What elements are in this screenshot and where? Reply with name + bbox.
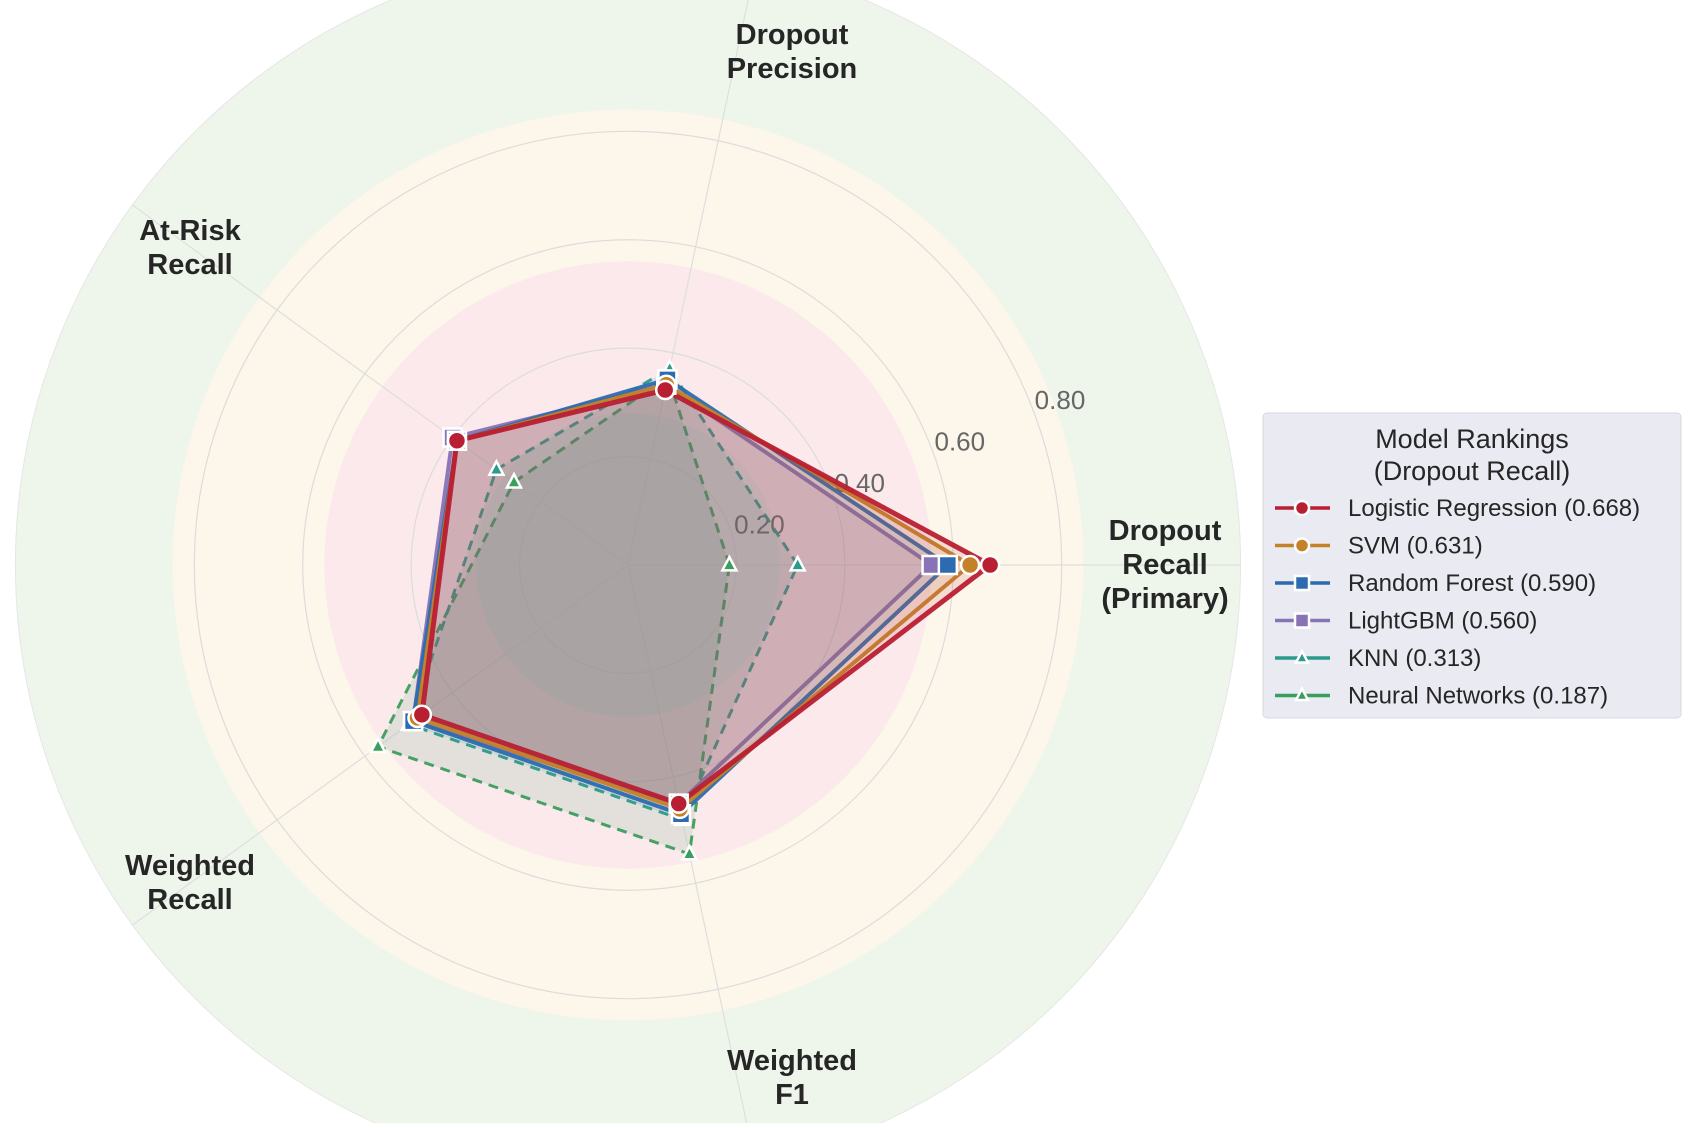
axis-label-line: Recall xyxy=(1122,549,1207,581)
series-group xyxy=(419,387,993,807)
radial-tick-label: 0.60 xyxy=(935,427,986,457)
axis-label-line: Weighted xyxy=(727,1045,857,1077)
data-point-marker xyxy=(788,554,807,572)
legend-label: Neural Networks (0.187) xyxy=(1348,683,1608,710)
legend-label: SVM (0.631) xyxy=(1348,533,1483,560)
legend-box xyxy=(1262,412,1682,719)
data-point-marker xyxy=(720,554,739,572)
axis-label-line: Weighted xyxy=(125,850,255,882)
legend-entry: Random Forest (0.590) xyxy=(1275,570,1596,597)
legend: Model Rankings(Dropout Recall) Logistic R… xyxy=(1262,412,1682,719)
data-point-marker xyxy=(1293,537,1311,554)
data-point-marker xyxy=(504,471,524,489)
axis-label-line: Dropout xyxy=(736,19,849,51)
series-fill xyxy=(413,384,932,804)
data-point-marker xyxy=(668,793,689,814)
data-point-marker xyxy=(654,379,676,401)
data-point-marker xyxy=(959,554,981,576)
axis-label-line: Precision xyxy=(727,53,858,85)
axis-label: Dropout Recall (Primary) xyxy=(1101,515,1228,615)
axis-label: Weighted F1 xyxy=(727,1045,857,1111)
axis-label-line: F1 xyxy=(775,1079,809,1111)
axis-spoke xyxy=(627,0,749,566)
data-point-marker xyxy=(446,430,468,451)
legend-label: Random Forest (0.590) xyxy=(1348,570,1596,597)
legend-entry: Logistic Regression (0.668) xyxy=(1275,495,1640,522)
legend-label: Logistic Regression (0.668) xyxy=(1348,495,1640,522)
axis-label: At-Risk Recall xyxy=(139,215,241,281)
data-point-marker xyxy=(411,704,433,726)
data-point-marker xyxy=(979,554,1001,576)
series-fill xyxy=(413,379,948,815)
axis-label: Dropout Precision xyxy=(727,19,858,85)
data-point-marker xyxy=(1293,648,1311,664)
axis-label-line: Recall xyxy=(147,249,232,281)
legend-title: (Dropout Recall) xyxy=(1374,456,1571,486)
series-fill xyxy=(408,368,798,820)
legend-label: KNN (0.313) xyxy=(1348,645,1481,672)
data-point-marker xyxy=(680,843,699,861)
legend-entry: Neural Networks (0.187) xyxy=(1275,683,1608,710)
axis-label-line: (Primary) xyxy=(1101,583,1228,615)
radial-tick-label: 0.80 xyxy=(1035,385,1086,415)
legend-entry: KNN (0.313) xyxy=(1275,645,1481,672)
series-line xyxy=(376,375,731,856)
axis-label-line: Recall xyxy=(147,884,232,916)
data-point-marker xyxy=(1293,685,1311,702)
legend-entry: LightGBM (0.560) xyxy=(1275,608,1537,635)
axis-label-line: Dropout xyxy=(1109,515,1222,547)
series-fill xyxy=(417,384,971,809)
data-point-marker xyxy=(1293,499,1311,517)
legend-entry: SVM (0.631) xyxy=(1275,533,1483,560)
data-point-marker xyxy=(1293,574,1311,592)
data-point-marker xyxy=(368,735,388,754)
data-point-marker xyxy=(1293,612,1311,629)
series-markers xyxy=(411,379,1001,814)
series-line xyxy=(419,387,993,807)
legend-label: LightGBM (0.560) xyxy=(1348,608,1537,635)
series-fill xyxy=(421,390,991,804)
axis-spoke xyxy=(132,204,629,566)
data-point-marker xyxy=(937,554,959,576)
data-point-marker xyxy=(487,458,506,476)
axis-label-line: At-Risk xyxy=(139,215,241,247)
axis-spoke xyxy=(627,564,749,1128)
legend-title: Model Rankings xyxy=(1375,424,1569,454)
axis-label: Weighted Recall xyxy=(125,850,255,916)
